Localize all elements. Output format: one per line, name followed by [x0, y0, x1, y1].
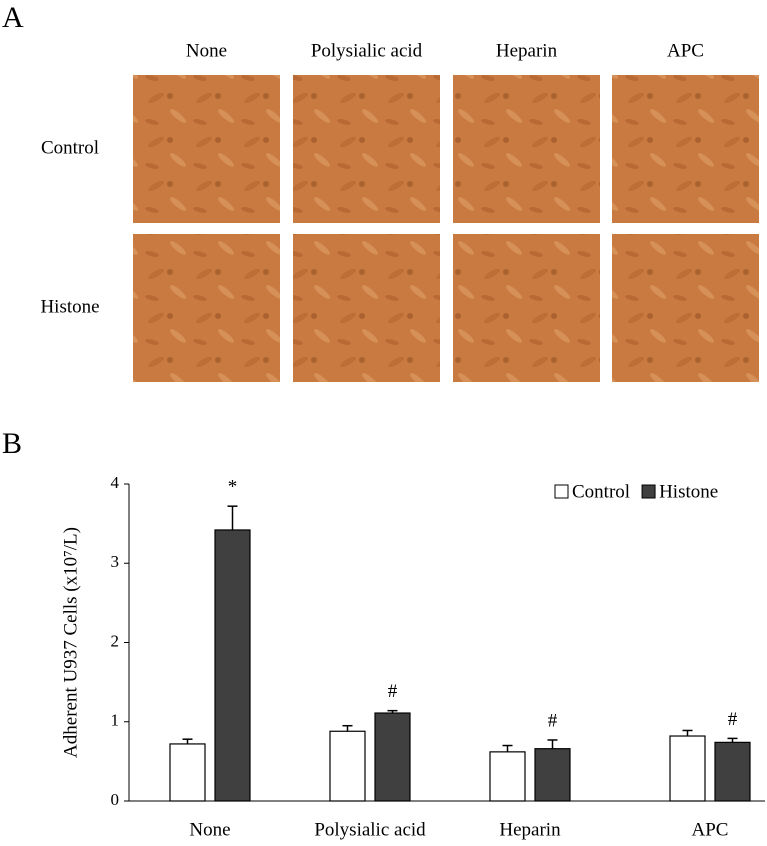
y-tick-label: 1: [111, 711, 120, 730]
x-tick-label: None: [189, 819, 230, 840]
column-label: APC: [667, 40, 704, 61]
y-tick-label: 2: [111, 631, 120, 650]
micrograph: [453, 75, 600, 223]
y-tick-label: 3: [111, 552, 120, 571]
bar: [669, 735, 706, 802]
micrograph: [612, 234, 759, 382]
column-label: Polysialic acid: [311, 40, 423, 61]
row-label: Control: [41, 137, 99, 158]
micrograph: [293, 234, 440, 382]
significance-marker: #: [728, 709, 738, 730]
significance-marker: #: [388, 681, 398, 702]
micrograph: [133, 234, 280, 382]
panel-a: None Polysialic acid Heparin APC Control Hist…: [40, 40, 759, 382]
y-tick-label: 0: [111, 790, 120, 809]
micrograph: [612, 75, 759, 223]
legend-swatch: [554, 484, 569, 499]
x-tick-label: Heparin: [499, 819, 561, 840]
bar: [329, 730, 366, 802]
legend-label: Control: [572, 481, 630, 502]
significance-marker: #: [548, 710, 558, 731]
micrograph: [293, 75, 440, 223]
bar: [534, 748, 571, 802]
y-tick-label: 4: [111, 473, 120, 492]
panel-label: A: [2, 1, 24, 34]
bar: [169, 743, 206, 802]
bar: [714, 741, 751, 802]
legend-swatch: [641, 484, 656, 499]
micrograph: [133, 75, 280, 223]
bar: [489, 751, 526, 802]
column-label: None: [186, 40, 227, 61]
row-label: Histone: [40, 296, 99, 317]
significance-marker: *: [228, 477, 238, 498]
panel-label: B: [2, 427, 22, 460]
x-tick-label: APC: [692, 819, 729, 840]
x-tick-label: Polysialic acid: [314, 819, 426, 840]
y-axis-label: Adherent U937 Cells (x10⁷/L): [60, 527, 81, 758]
column-label: Heparin: [496, 40, 558, 61]
micrograph: [453, 234, 600, 382]
bar: [374, 712, 411, 802]
panel-b: 0 1 2 3 4 Adherent U937 Cells (x10⁷/L) None * Po…: [60, 473, 765, 840]
legend-label: Histone: [659, 481, 718, 502]
bar: [214, 529, 251, 802]
